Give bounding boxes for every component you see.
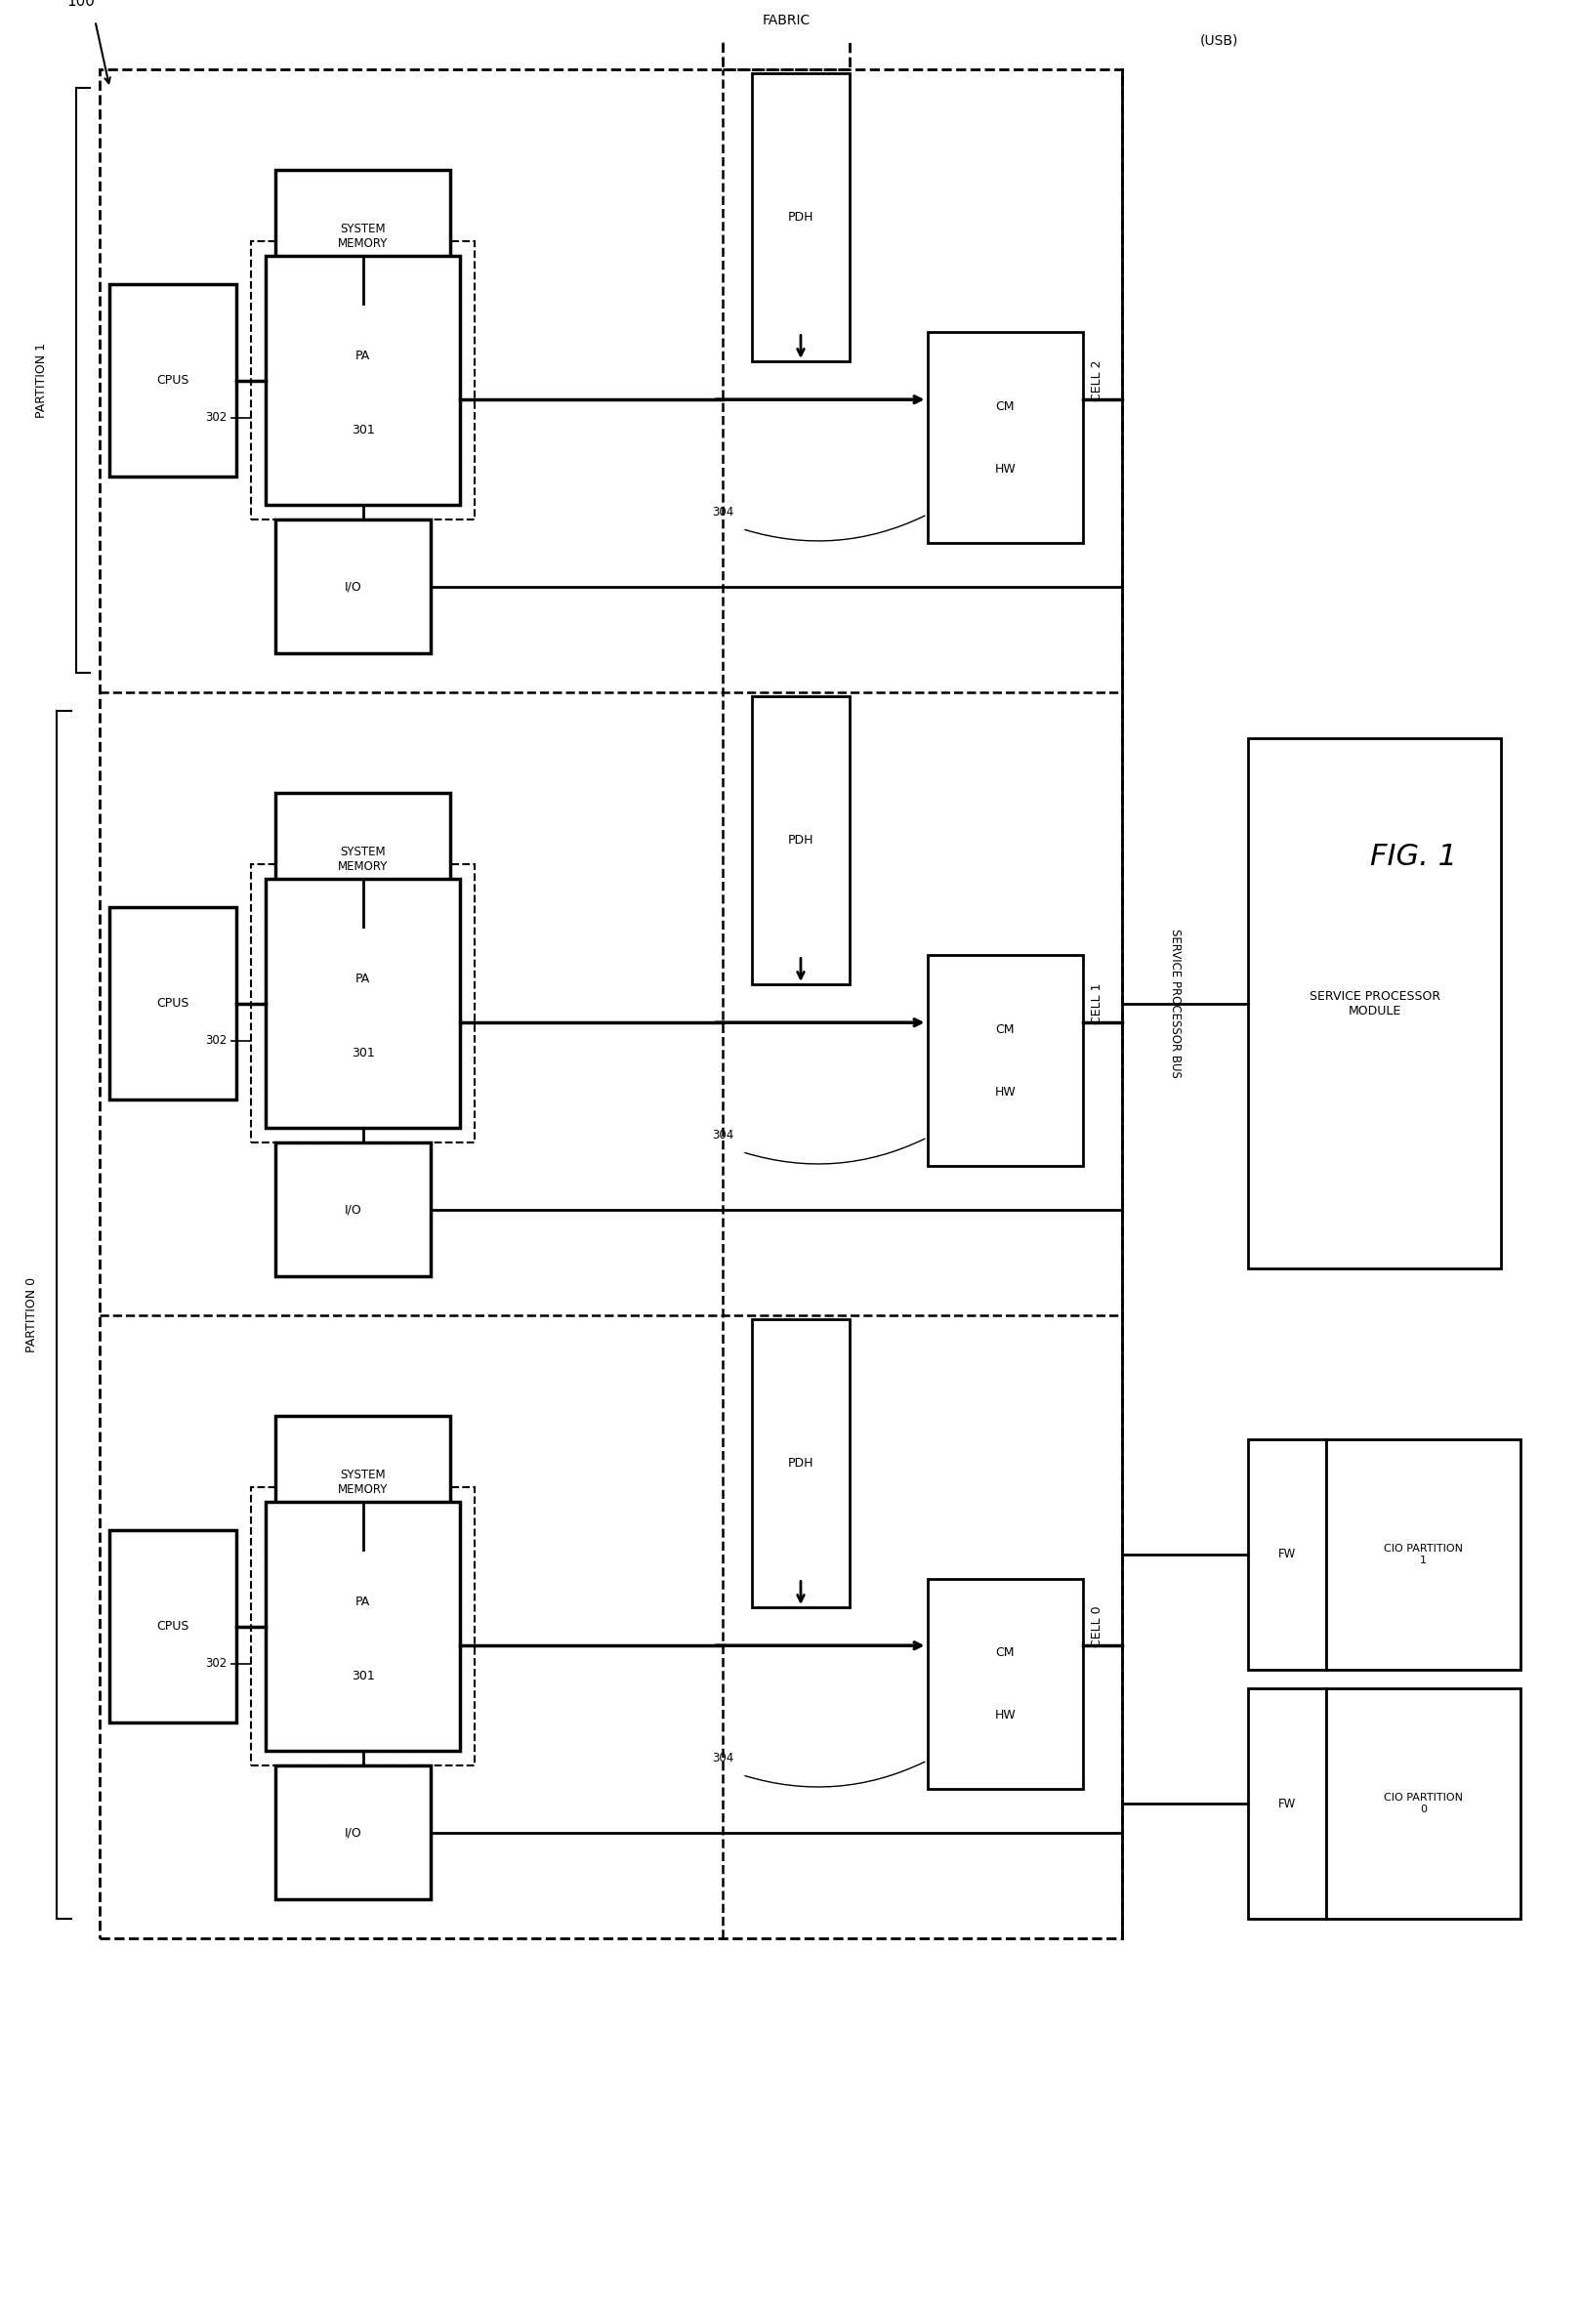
Bar — [275, 518, 430, 653]
Bar — [1326, 1690, 1520, 1920]
Bar — [275, 1766, 430, 1899]
Bar — [1248, 1690, 1326, 1920]
Text: CM: CM — [995, 1023, 1014, 1037]
Text: CELL 1: CELL 1 — [1092, 983, 1104, 1025]
Text: PDH: PDH — [788, 211, 813, 223]
Bar — [1248, 739, 1501, 1269]
Text: CPUS: CPUS — [157, 1620, 190, 1634]
Bar — [275, 170, 451, 304]
Text: SYSTEM
MEMORY: SYSTEM MEMORY — [337, 846, 388, 874]
Text: SERVICE PROCESSOR BUS: SERVICE PROCESSOR BUS — [1169, 930, 1182, 1078]
Text: PARTITION 1: PARTITION 1 — [35, 342, 47, 418]
Text: CM: CM — [995, 400, 1014, 414]
Text: I/O: I/O — [345, 581, 362, 593]
Bar — [275, 1143, 430, 1276]
Text: 302: 302 — [204, 1034, 226, 1048]
Text: CPUS: CPUS — [157, 997, 190, 1009]
Text: CELL 0: CELL 0 — [1092, 1606, 1104, 1648]
Bar — [927, 955, 1084, 1167]
Bar — [109, 284, 236, 476]
Text: 304: 304 — [712, 1752, 734, 1764]
Bar — [252, 865, 475, 1143]
Text: I/O: I/O — [345, 1204, 362, 1215]
Bar — [1326, 1439, 1520, 1669]
Text: 304: 304 — [712, 504, 734, 518]
Text: 301: 301 — [351, 1671, 375, 1683]
Text: (USB): (USB) — [1201, 33, 1239, 46]
Bar — [109, 1532, 236, 1722]
Bar — [723, 0, 850, 70]
Bar — [266, 1501, 460, 1750]
Text: CPUS: CPUS — [157, 374, 190, 386]
Text: 302: 302 — [204, 1657, 226, 1671]
Text: 302: 302 — [204, 411, 226, 423]
Text: CM: CM — [995, 1645, 1014, 1659]
Bar — [252, 1487, 475, 1766]
Text: 301: 301 — [351, 423, 375, 437]
Text: FABRIC: FABRIC — [763, 14, 810, 28]
Text: PA: PA — [356, 971, 370, 985]
Text: SERVICE PROCESSOR
MODULE: SERVICE PROCESSOR MODULE — [1310, 990, 1440, 1018]
Bar — [751, 74, 850, 360]
Bar — [275, 792, 451, 927]
Text: HW: HW — [995, 1085, 1016, 1099]
Text: PARTITION 0: PARTITION 0 — [25, 1278, 38, 1353]
Text: PDH: PDH — [788, 1457, 813, 1469]
Text: HW: HW — [995, 462, 1016, 476]
Bar — [927, 1578, 1084, 1789]
Bar — [751, 697, 850, 983]
Text: SYSTEM
MEMORY: SYSTEM MEMORY — [337, 223, 388, 251]
Bar — [266, 878, 460, 1127]
Bar — [1248, 1439, 1326, 1669]
Text: 301: 301 — [351, 1046, 375, 1060]
Text: I/O: I/O — [345, 1827, 362, 1838]
Text: CIO PARTITION
0: CIO PARTITION 0 — [1384, 1794, 1463, 1815]
Text: SYSTEM
MEMORY: SYSTEM MEMORY — [337, 1469, 388, 1497]
Text: 304: 304 — [712, 1129, 734, 1141]
Text: FW: FW — [1278, 1548, 1296, 1562]
Text: PA: PA — [356, 1594, 370, 1608]
Text: FW: FW — [1278, 1796, 1296, 1810]
Text: PA: PA — [356, 349, 370, 363]
Bar — [275, 1415, 451, 1550]
Bar — [927, 332, 1084, 544]
Text: CIO PARTITION
1: CIO PARTITION 1 — [1384, 1543, 1463, 1564]
Bar — [751, 1320, 850, 1608]
Bar — [266, 256, 460, 504]
Bar — [100, 70, 1122, 1938]
Text: FIG. 1: FIG. 1 — [1370, 844, 1457, 872]
Text: CELL 2: CELL 2 — [1092, 360, 1104, 402]
Bar — [252, 242, 475, 518]
Text: PDH: PDH — [788, 834, 813, 846]
Text: 100: 100 — [66, 0, 95, 9]
Text: HW: HW — [995, 1708, 1016, 1722]
Bar — [109, 909, 236, 1099]
